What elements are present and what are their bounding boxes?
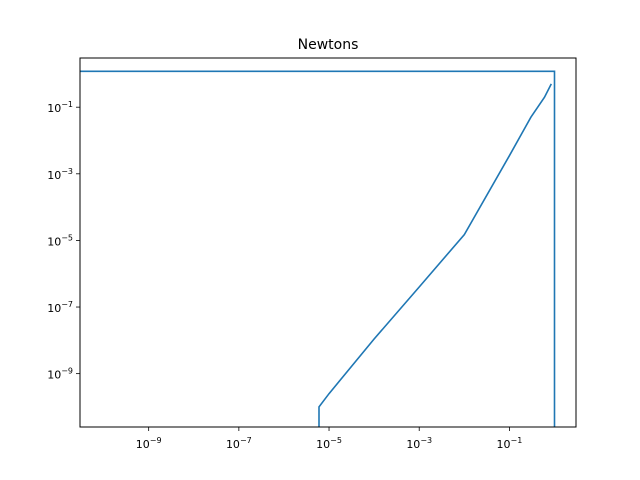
x-tick-label: 10−7 — [226, 436, 252, 451]
x-tick-label: 10−9 — [136, 436, 162, 451]
y-tick-label: 10−9 — [47, 367, 73, 382]
x-tick-label: 10−1 — [496, 436, 522, 451]
y-axis: 10−1 10−3 10−5 10−7 10−9 — [47, 100, 80, 382]
series-line-1 — [80, 70, 556, 427]
series-line-2 — [318, 83, 553, 427]
x-axis: 10−9 10−7 10−5 10−3 10−1 — [136, 427, 522, 451]
series-layer — [80, 70, 556, 427]
y-tick-label: 10−5 — [47, 233, 73, 248]
y-tick-label: 10−7 — [47, 300, 73, 315]
chart-title: Newtons — [298, 37, 359, 53]
y-tick-label: 10−3 — [47, 167, 73, 182]
plot-frame — [79, 57, 577, 428]
x-tick-label: 10−3 — [406, 436, 432, 451]
x-tick-label: 10−5 — [316, 436, 342, 451]
y-tick-label: 10−1 — [47, 100, 73, 115]
